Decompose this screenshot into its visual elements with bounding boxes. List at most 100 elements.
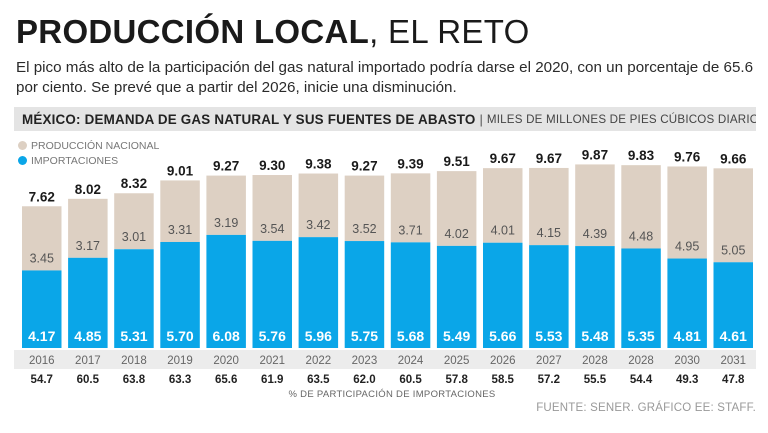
import-label-7: 5.75 xyxy=(351,328,378,344)
year-label-11: 2027 xyxy=(536,355,562,367)
bar-nacional-2028-13 xyxy=(621,165,661,249)
nacional-label-0: 3.45 xyxy=(30,251,54,265)
bar-nacional-2028-12 xyxy=(575,164,615,247)
nacional-label-7: 3.52 xyxy=(352,222,376,236)
total-label-3: 9.01 xyxy=(167,163,194,178)
chart-unit: MILES DE MILLONES DE PIES CÚBICOS DIARIO… xyxy=(486,112,756,126)
header-separator: | xyxy=(479,111,483,127)
legend-item-importaciones: IMPORTACIONES xyxy=(18,153,159,168)
share-label-0: 54.7 xyxy=(31,374,53,386)
year-label-2: 2018 xyxy=(121,355,147,367)
nacional-label-8: 3.71 xyxy=(398,223,422,237)
import-label-8: 5.68 xyxy=(397,328,424,344)
nacional-label-4: 3.19 xyxy=(214,216,238,230)
bar-importaciones-2028-12 xyxy=(575,246,615,348)
import-label-13: 5.35 xyxy=(627,328,654,344)
total-label-1: 8.02 xyxy=(75,182,101,197)
import-label-10: 5.66 xyxy=(489,328,516,344)
share-label-2: 63.8 xyxy=(123,374,146,386)
bar-importaciones-2030-14 xyxy=(667,258,707,348)
total-label-14: 9.76 xyxy=(674,149,701,164)
share-label-10: 58.5 xyxy=(492,374,515,386)
year-label-12: 2028 xyxy=(582,355,608,367)
page-title: PRODUCCIÓN LOCAL, EL RETO xyxy=(16,12,530,52)
total-label-0: 7.62 xyxy=(29,189,55,204)
bar-importaciones-2020-4 xyxy=(206,234,246,348)
year-label-14: 2030 xyxy=(674,355,700,367)
import-label-15: 4.61 xyxy=(720,328,747,344)
chart-title: MÉXICO: DEMANDA DE GAS NATURAL Y SUS FUE… xyxy=(22,111,476,127)
share-label-8: 60.5 xyxy=(399,374,422,386)
legend-swatch-importaciones xyxy=(18,156,27,165)
share-label-9: 57.8 xyxy=(445,374,468,386)
bar-importaciones-2025-9 xyxy=(436,245,477,348)
bar-nacional-2022-6 xyxy=(298,173,339,238)
share-label-14: 49.3 xyxy=(676,374,698,386)
import-label-1: 4.85 xyxy=(74,328,101,344)
year-label-0: 2016 xyxy=(29,355,55,367)
bar-nacional-2025-9 xyxy=(436,171,477,246)
bar-importaciones-2031-15 xyxy=(713,262,753,348)
nacional-label-1: 3.17 xyxy=(76,239,100,253)
legend-label-importaciones: IMPORTACIONES xyxy=(31,154,119,167)
bar-nacional-2024-8 xyxy=(390,173,431,243)
nacional-label-9: 4.02 xyxy=(444,227,468,241)
total-label-12: 9.87 xyxy=(582,147,608,162)
total-label-9: 9.51 xyxy=(444,154,471,169)
share-label-4: 65.6 xyxy=(215,374,237,386)
bar-nacional-2018-2 xyxy=(114,193,154,250)
nacional-label-2: 3.01 xyxy=(122,230,146,244)
bar-importaciones-2022-6 xyxy=(298,237,339,348)
year-label-10: 2026 xyxy=(490,355,516,367)
share-label-1: 60.5 xyxy=(77,374,100,386)
total-label-2: 8.32 xyxy=(121,176,147,191)
year-label-13: 2028 xyxy=(628,355,654,367)
share-label-12: 55.5 xyxy=(584,374,607,386)
legend-item-nacional: PRODUCCIÓN NACIONAL xyxy=(18,138,159,153)
bar-nacional-2030-14 xyxy=(667,166,707,259)
year-label-6: 2022 xyxy=(306,355,332,367)
share-label-13: 54.4 xyxy=(630,374,653,386)
share-axis-label: % DE PARTICIPACIÓN DE IMPORTACIONES xyxy=(288,389,495,400)
bar-importaciones-2028-13 xyxy=(621,248,661,348)
bar-nacional-2031-15 xyxy=(713,168,753,263)
title-bold: PRODUCCIÓN LOCAL xyxy=(16,13,370,50)
import-label-0: 4.17 xyxy=(28,328,55,344)
import-label-3: 5.70 xyxy=(166,328,193,344)
total-label-15: 9.66 xyxy=(720,151,747,166)
chart-legend: PRODUCCIÓN NACIONAL IMPORTACIONES xyxy=(18,138,159,168)
bar-nacional-2023-7 xyxy=(344,175,385,242)
bar-nacional-2016-0 xyxy=(22,206,62,271)
import-label-12: 5.48 xyxy=(581,328,608,344)
bar-importaciones-2016-0 xyxy=(22,270,62,348)
bar-importaciones-2027-11 xyxy=(529,245,569,348)
nacional-label-14: 4.95 xyxy=(675,240,699,254)
total-label-11: 9.67 xyxy=(536,151,562,166)
share-label-3: 63.3 xyxy=(169,374,191,386)
import-label-9: 5.49 xyxy=(443,328,470,344)
share-label-15: 47.8 xyxy=(722,374,745,386)
share-label-5: 61.9 xyxy=(261,374,283,386)
chart-header-bar: MÉXICO: DEMANDA DE GAS NATURAL Y SUS FUE… xyxy=(14,107,756,131)
share-label-11: 57.2 xyxy=(538,374,560,386)
legend-label-nacional: PRODUCCIÓN NACIONAL xyxy=(31,139,160,152)
bar-nacional-2017-1 xyxy=(68,198,108,258)
bar-importaciones-2023-7 xyxy=(344,241,385,348)
bar-nacional-2027-11 xyxy=(529,167,569,246)
year-label-1: 2017 xyxy=(75,355,101,367)
bar-nacional-2020-4 xyxy=(206,175,246,235)
subtitle: El pico más alto de la participación del… xyxy=(16,59,754,96)
year-label-8: 2024 xyxy=(398,355,424,367)
total-label-8: 9.39 xyxy=(397,156,423,171)
year-label-7: 2023 xyxy=(352,355,378,367)
source-credit: FUENTE: SENER. GRÁFICO EE: STAFF. xyxy=(536,402,756,414)
year-label-9: 2025 xyxy=(444,355,470,367)
total-label-13: 9.83 xyxy=(628,148,655,163)
bar-nacional-2026-10 xyxy=(483,168,523,243)
year-label-3: 2019 xyxy=(167,355,193,367)
bar-importaciones-2018-2 xyxy=(114,249,154,348)
bar-nacional-2019-3 xyxy=(160,180,200,242)
year-band xyxy=(14,350,756,369)
total-label-7: 9.27 xyxy=(351,159,377,174)
